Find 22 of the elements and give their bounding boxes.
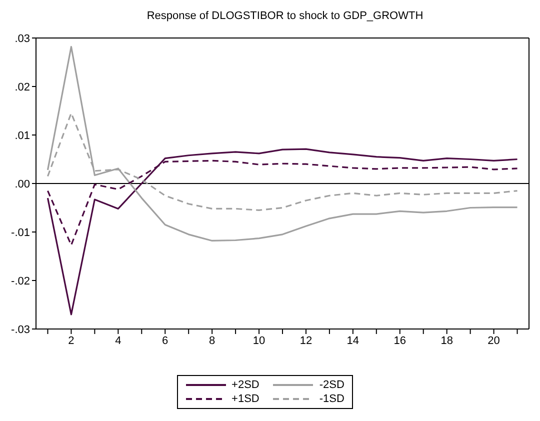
y-tick-label: .03 <box>14 32 30 45</box>
x-tick-label: 16 <box>394 334 406 347</box>
x-tick-label: 14 <box>346 334 360 347</box>
x-tick-label: 8 <box>209 334 216 347</box>
legend-label: +1SD <box>232 393 260 405</box>
legend-label: -2SD <box>319 379 344 391</box>
x-tick-label: 12 <box>300 334 312 347</box>
x-tick-label: 2 <box>68 334 74 347</box>
x-tick-label: 10 <box>252 334 266 347</box>
x-tick-label: 6 <box>162 334 168 347</box>
x-tick-label: 4 <box>115 334 122 347</box>
y-tick-label: .01 <box>14 130 30 142</box>
y-tick-label: .02 <box>14 81 30 94</box>
legend-label: -1SD <box>319 393 344 405</box>
y-tick-label: -.01 <box>11 226 30 239</box>
y-tick-label: -.03 <box>11 324 30 336</box>
chart-title: Response of DLOGSTIBOR to shock to GDP_GROWTH <box>146 10 424 22</box>
y-tick-label: .00 <box>14 178 30 190</box>
legend-label: +2SD <box>232 379 260 391</box>
y-tick-label: -.02 <box>11 275 30 288</box>
x-tick-label: 20 <box>488 334 500 347</box>
x-tick-label: 18 <box>440 334 453 347</box>
